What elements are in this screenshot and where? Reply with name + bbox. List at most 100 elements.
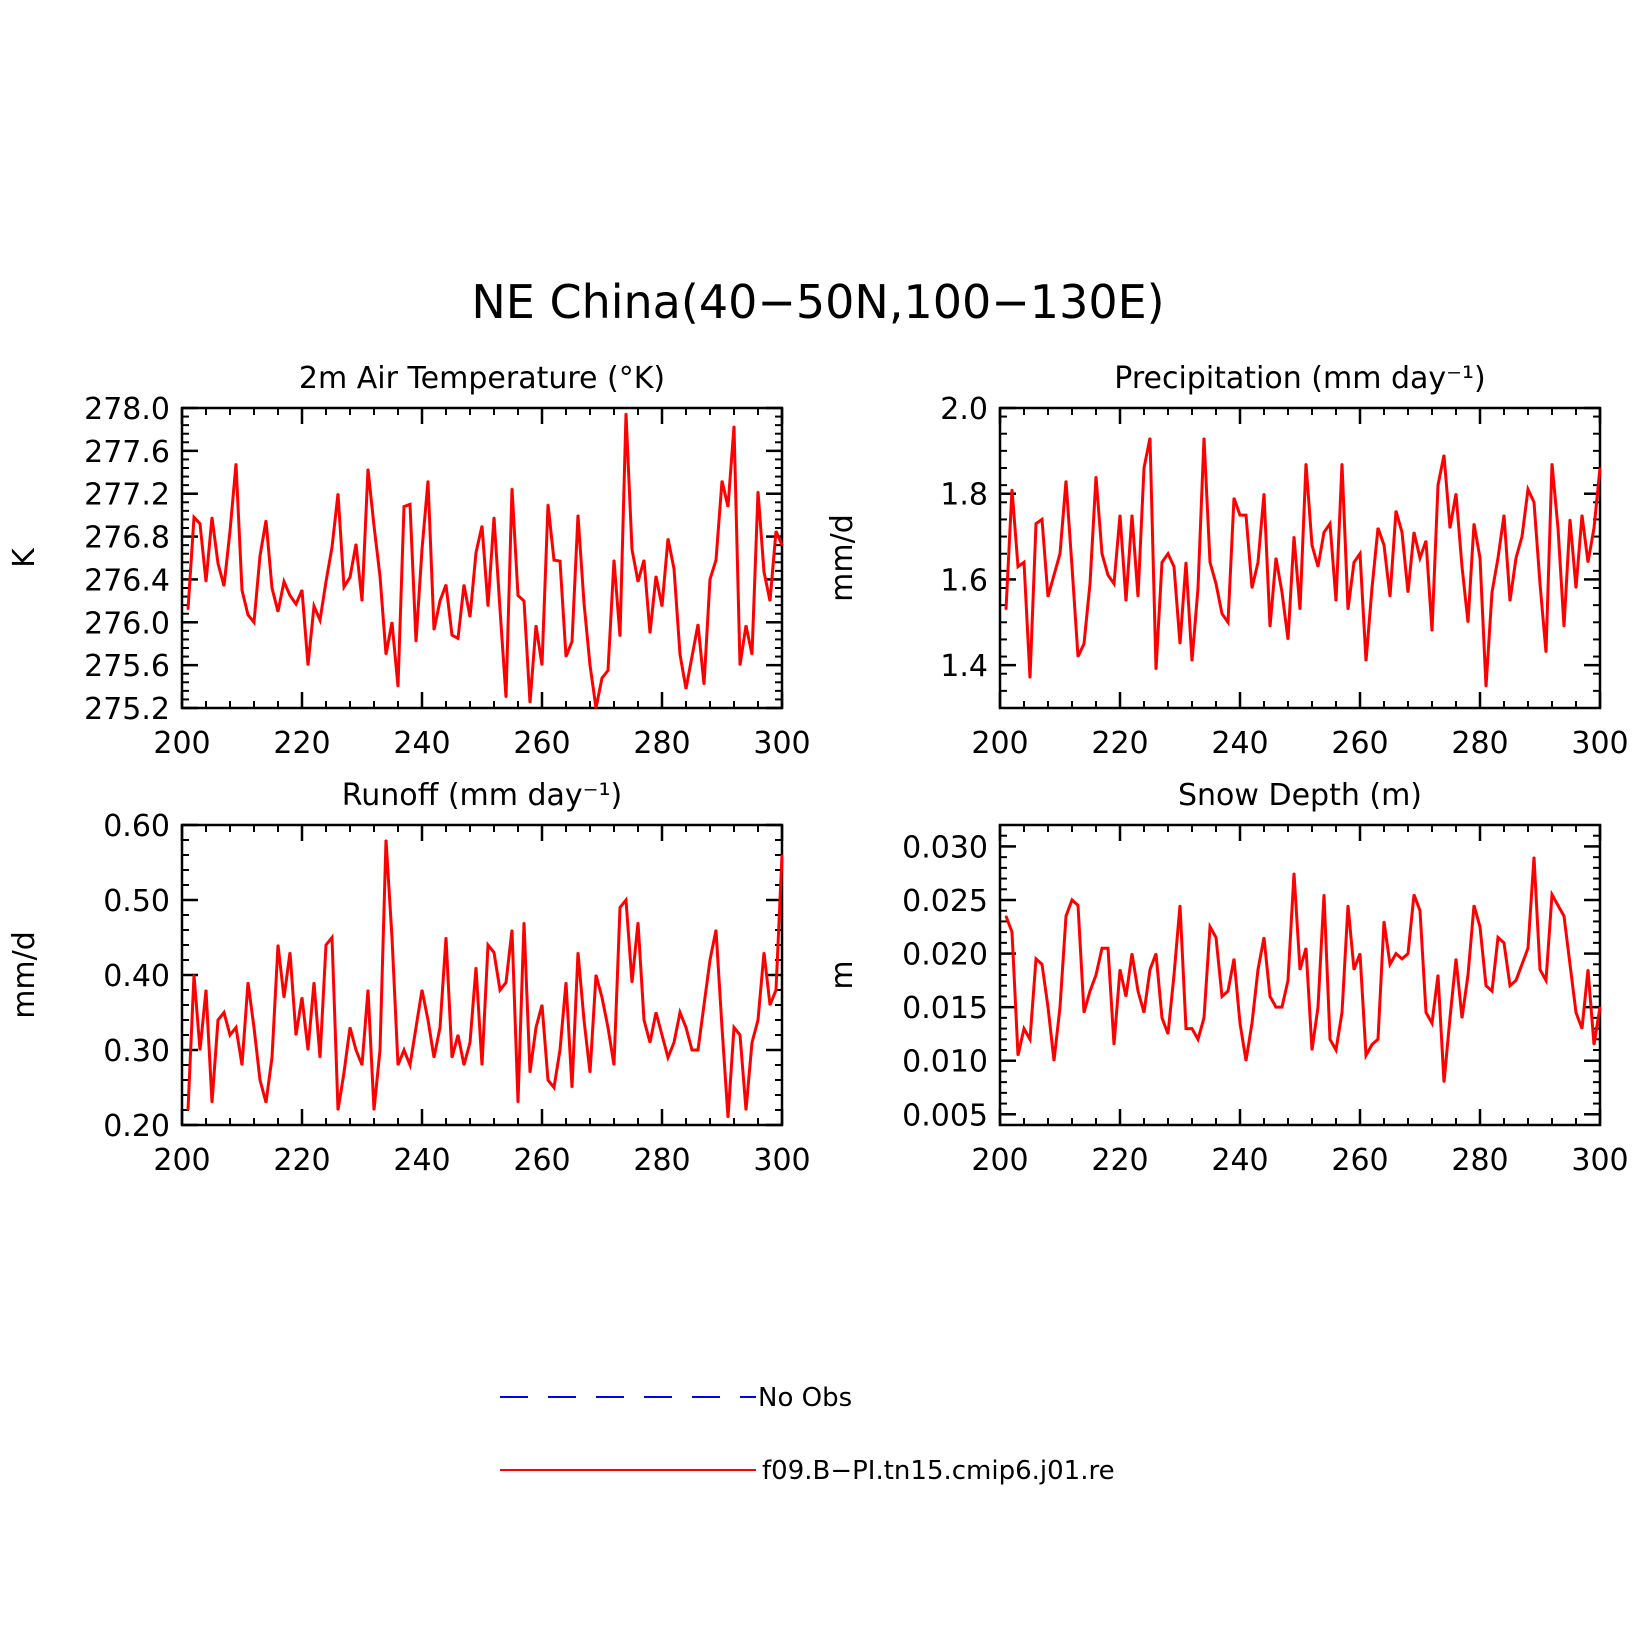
data-point bbox=[1149, 437, 1151, 439]
y-tick-label: 0.40 bbox=[103, 959, 170, 994]
data-point bbox=[709, 959, 711, 961]
x-tick-label: 200 bbox=[153, 1143, 210, 1178]
legend-no-obs-label: No Obs bbox=[758, 1383, 852, 1413]
data-point bbox=[331, 546, 333, 549]
data-point bbox=[1197, 1038, 1199, 1041]
data-point bbox=[1455, 492, 1457, 495]
data-point bbox=[655, 575, 657, 577]
data-point bbox=[1227, 990, 1229, 992]
data-point bbox=[1305, 947, 1307, 949]
x-tick-label: 300 bbox=[1571, 726, 1628, 761]
data-point bbox=[1521, 535, 1523, 538]
data-point bbox=[1437, 974, 1439, 976]
data-point bbox=[709, 578, 711, 581]
data-point bbox=[1215, 582, 1217, 585]
data-point bbox=[1479, 557, 1481, 559]
y-tick-label: 277.6 bbox=[84, 435, 170, 470]
data-point bbox=[1545, 979, 1547, 982]
data-point bbox=[775, 989, 777, 991]
data-point bbox=[547, 503, 549, 506]
data-point bbox=[1365, 660, 1367, 662]
data-point bbox=[1053, 1059, 1055, 1062]
y-axis-label: m bbox=[825, 960, 860, 989]
data-point bbox=[313, 981, 315, 984]
data-point bbox=[1029, 1038, 1031, 1041]
y-tick-label: 276.8 bbox=[84, 521, 170, 556]
data-point bbox=[577, 514, 579, 516]
data-point bbox=[1269, 625, 1271, 628]
y-tick-label: 0.20 bbox=[103, 1109, 170, 1144]
data-point bbox=[1413, 531, 1415, 534]
data-point bbox=[337, 1109, 339, 1111]
data-point bbox=[217, 562, 219, 565]
data-point bbox=[1005, 608, 1007, 611]
data-point bbox=[1029, 677, 1031, 679]
data-point bbox=[1431, 1022, 1433, 1024]
y-tick-label: 277.2 bbox=[84, 478, 170, 513]
data-point bbox=[547, 1079, 549, 1081]
data-point bbox=[529, 701, 531, 704]
data-point bbox=[1215, 936, 1217, 939]
data-point bbox=[1389, 595, 1391, 598]
data-point bbox=[1077, 655, 1079, 658]
data-point bbox=[625, 412, 627, 415]
data-point bbox=[415, 1026, 417, 1029]
data-point bbox=[1173, 974, 1175, 976]
data-point bbox=[523, 600, 525, 602]
data-point bbox=[1281, 1006, 1283, 1008]
panel-1: 2m Air Temperature (°K) K 200 220 240 260 280 3… bbox=[7, 361, 811, 761]
data-point bbox=[781, 854, 783, 856]
data-point bbox=[673, 1041, 675, 1044]
data-point bbox=[1293, 872, 1295, 874]
data-point bbox=[235, 462, 237, 465]
y-tick-label: 1.8 bbox=[940, 478, 988, 513]
data-point bbox=[553, 559, 555, 561]
y-tick-label: 0.50 bbox=[103, 884, 170, 919]
data-point bbox=[1311, 1049, 1313, 1051]
data-point bbox=[391, 621, 393, 624]
data-point bbox=[631, 981, 633, 984]
data-point bbox=[1443, 1081, 1445, 1083]
data-point bbox=[1341, 1011, 1343, 1014]
data-point bbox=[1299, 968, 1301, 971]
data-point bbox=[1527, 947, 1529, 949]
data-point bbox=[523, 921, 525, 924]
data-point bbox=[211, 516, 213, 519]
data-point bbox=[499, 608, 501, 611]
data-point bbox=[703, 1004, 705, 1006]
data-point bbox=[745, 624, 747, 627]
data-point bbox=[421, 548, 423, 551]
data-point bbox=[1137, 595, 1139, 598]
data-point bbox=[1353, 968, 1355, 971]
data-point bbox=[1521, 963, 1523, 966]
data-point bbox=[511, 487, 513, 490]
data-point bbox=[505, 696, 507, 699]
data-point bbox=[1059, 552, 1061, 555]
data-point bbox=[385, 839, 387, 841]
y-tick-label: 0.015 bbox=[902, 991, 988, 1026]
data-point bbox=[457, 1034, 459, 1036]
data-point bbox=[763, 951, 765, 954]
data-point bbox=[1317, 565, 1319, 568]
panel-4: Snow Depth (m) m 200 220 240 260 280 300 0.005 0.… bbox=[825, 778, 1629, 1178]
x-tick-label: 220 bbox=[273, 726, 330, 761]
data-point bbox=[1287, 979, 1289, 982]
data-point bbox=[1197, 587, 1199, 589]
data-point bbox=[673, 567, 675, 570]
data-point bbox=[517, 1101, 519, 1104]
data-point bbox=[253, 1026, 255, 1029]
data-point bbox=[733, 1026, 735, 1029]
data-point bbox=[1401, 531, 1403, 534]
data-point bbox=[361, 600, 363, 602]
data-point bbox=[595, 974, 597, 976]
data-point bbox=[1461, 1017, 1463, 1019]
data-point bbox=[1329, 522, 1331, 525]
data-point bbox=[1569, 963, 1571, 966]
data-point bbox=[1239, 1022, 1241, 1024]
data-point bbox=[487, 944, 489, 946]
data-point bbox=[439, 600, 441, 602]
data-point bbox=[1473, 522, 1475, 525]
data-point bbox=[649, 632, 651, 634]
series-line bbox=[186, 413, 784, 709]
data-point bbox=[1557, 904, 1559, 907]
